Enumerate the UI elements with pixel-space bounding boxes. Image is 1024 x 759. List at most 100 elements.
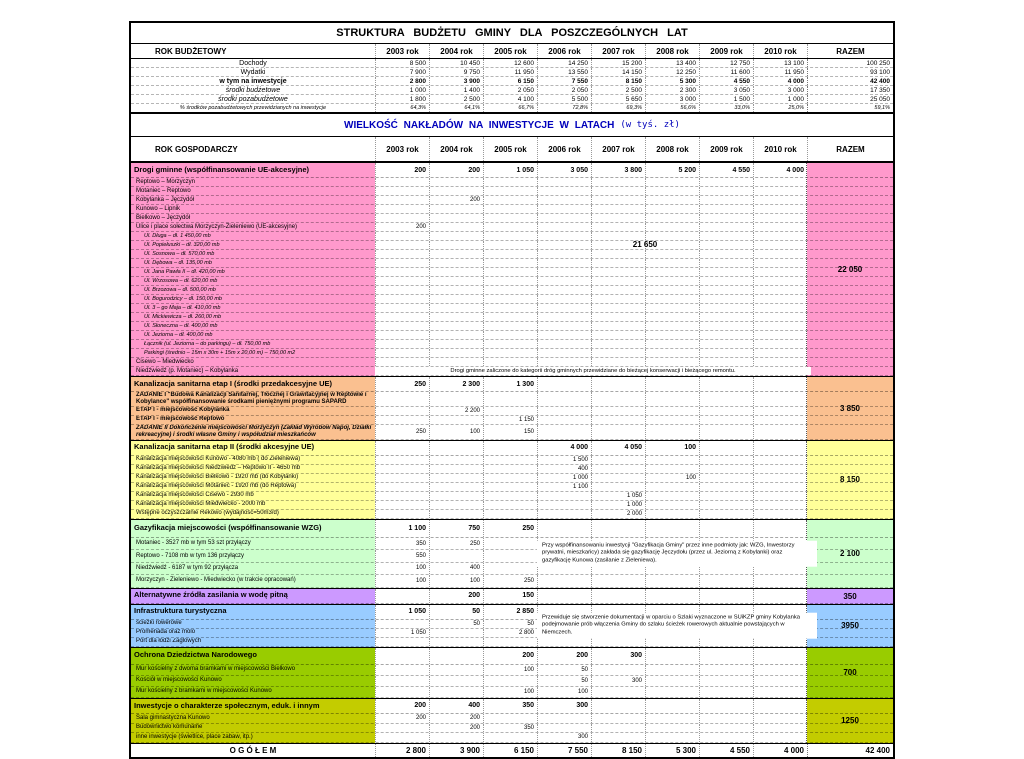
row-label: Reptowo – Morzyczyn bbox=[136, 178, 196, 185]
section-razem-value: 1250 bbox=[806, 698, 893, 743]
section-header-value bbox=[753, 377, 807, 391]
section-row: Kanalizacja miejscowości Miedwiecko - 20… bbox=[131, 500, 893, 510]
section-row: Kunowo – Lipnik bbox=[131, 205, 893, 214]
section-header-value: 2 300 bbox=[429, 377, 483, 391]
investments-title-suffix: (w tyś. zł) bbox=[620, 120, 680, 130]
value-cell bbox=[483, 232, 537, 240]
section-header-value bbox=[699, 588, 753, 603]
section-header-value bbox=[429, 647, 483, 664]
value-cell bbox=[699, 259, 753, 267]
value-cell bbox=[753, 464, 807, 473]
value-cell bbox=[537, 723, 591, 733]
value-cell bbox=[591, 331, 645, 339]
value-cell bbox=[753, 214, 807, 222]
value-cell bbox=[591, 214, 645, 222]
value-cell: 150 bbox=[483, 424, 537, 439]
value-cell bbox=[483, 733, 537, 742]
section-note: Przy współfinansowaniu inwestycji "Gazyf… bbox=[537, 540, 817, 567]
value-cell bbox=[645, 286, 699, 294]
value-cell: 11 950 bbox=[483, 68, 537, 76]
value-cell: 2 050 bbox=[483, 86, 537, 94]
section-row: Ul. Wrzosowa – dł. 620,00 mb bbox=[131, 277, 893, 286]
value-cell bbox=[645, 358, 699, 366]
value-cell bbox=[429, 392, 483, 406]
value-cell bbox=[375, 406, 429, 415]
value-cell bbox=[699, 714, 753, 723]
value-cell bbox=[429, 491, 483, 500]
value-cell bbox=[537, 331, 591, 339]
value-cell bbox=[483, 250, 537, 258]
value-cell bbox=[375, 415, 429, 424]
year-header-2008: 2008 rok bbox=[645, 137, 699, 161]
total-value-cell: 5 300 bbox=[645, 743, 699, 757]
section-header-value bbox=[645, 519, 699, 537]
value-cell bbox=[429, 500, 483, 509]
value-cell: 300 bbox=[537, 733, 591, 742]
year-header-2004: 2004 rok bbox=[429, 137, 483, 161]
year-header-2006: 2006 rok bbox=[537, 44, 591, 58]
value-cell bbox=[645, 304, 699, 312]
value-cell bbox=[375, 268, 429, 276]
section-header-value bbox=[591, 377, 645, 391]
value-cell bbox=[375, 500, 429, 509]
value-cell bbox=[483, 473, 537, 482]
section-dziedzictwo: Ochrona Dziedzictwa Narodowego 200 200 300 M… bbox=[131, 646, 893, 698]
value-cell: 33,0% bbox=[699, 104, 753, 112]
value-cell bbox=[645, 509, 699, 518]
section-header-value bbox=[591, 698, 645, 714]
value-cell bbox=[699, 286, 753, 294]
section-header-value bbox=[753, 698, 807, 714]
value-cell bbox=[483, 286, 537, 294]
value-cell bbox=[375, 313, 429, 321]
value-cell bbox=[645, 349, 699, 357]
value-cell bbox=[429, 628, 483, 637]
value-cell bbox=[699, 349, 753, 357]
value-cell bbox=[537, 340, 591, 348]
value-cell bbox=[699, 509, 753, 518]
value-cell: 2 050 bbox=[537, 86, 591, 94]
value-cell bbox=[753, 349, 807, 357]
section-header-value: 150 bbox=[483, 588, 537, 603]
row-label: Promenada oraz molo bbox=[136, 629, 196, 636]
value-cell: 8 500 bbox=[375, 59, 429, 67]
value-cell bbox=[753, 482, 807, 491]
row-label: Ul. Jeziorna – dł. 400,00 mb bbox=[144, 331, 213, 338]
value-cell: 5 500 bbox=[537, 95, 591, 103]
section-row: Niedźwiedź - 6187 w tym 92 przyłącza 100 4… bbox=[131, 562, 893, 576]
value-cell bbox=[483, 205, 537, 213]
value-cell bbox=[429, 313, 483, 321]
section-header-value bbox=[645, 698, 699, 714]
value-cell bbox=[375, 187, 429, 195]
value-cell bbox=[483, 500, 537, 509]
section-header-row: Infrastruktura turystyczna 1 050 50 2 850 bbox=[131, 604, 893, 620]
section-row: Ul. Długa – dł. 1 450,00 mb bbox=[131, 232, 893, 241]
section-drogi: Drogi gminne (współfinansowanie UE-akces… bbox=[131, 162, 893, 376]
value-cell bbox=[375, 295, 429, 303]
budget-row: środki budżetowe 1 000 1 400 2 050 2 050 2 50… bbox=[131, 86, 893, 95]
value-cell bbox=[699, 406, 753, 415]
section-title: Kanalizacja sanitarna etap II (środki ak… bbox=[134, 442, 315, 452]
section-header-value bbox=[753, 647, 807, 664]
value-cell bbox=[375, 664, 429, 675]
section-razem-value: 3950 bbox=[806, 604, 893, 647]
value-cell bbox=[429, 241, 483, 249]
value-cell bbox=[753, 232, 807, 240]
value-cell bbox=[375, 286, 429, 294]
value-cell bbox=[375, 733, 429, 742]
budget-row: Wydatki 7 900 9 750 11 950 13 550 14 150 12 25… bbox=[131, 68, 893, 77]
section-row: Kanalizacja miejscowości Cisewo - 2930 m… bbox=[131, 491, 893, 501]
razem-cell: 42 400 bbox=[807, 77, 893, 85]
section-header-value: 250 bbox=[375, 377, 429, 391]
value-cell bbox=[753, 187, 807, 195]
row-label: ZADANIE I "Budowa Kanalizacji Sanitarnej… bbox=[136, 392, 367, 405]
value-cell bbox=[591, 178, 645, 186]
value-cell bbox=[537, 304, 591, 312]
value-cell: 5 300 bbox=[645, 77, 699, 85]
section-row: ETAP I - miejscowość Kobylanka 2 200 bbox=[131, 406, 893, 416]
value-cell bbox=[537, 349, 591, 357]
value-cell bbox=[591, 187, 645, 195]
value-cell bbox=[537, 406, 591, 415]
section-header-value: 250 bbox=[483, 519, 537, 537]
value-cell bbox=[483, 455, 537, 464]
section-header-value bbox=[699, 647, 753, 664]
